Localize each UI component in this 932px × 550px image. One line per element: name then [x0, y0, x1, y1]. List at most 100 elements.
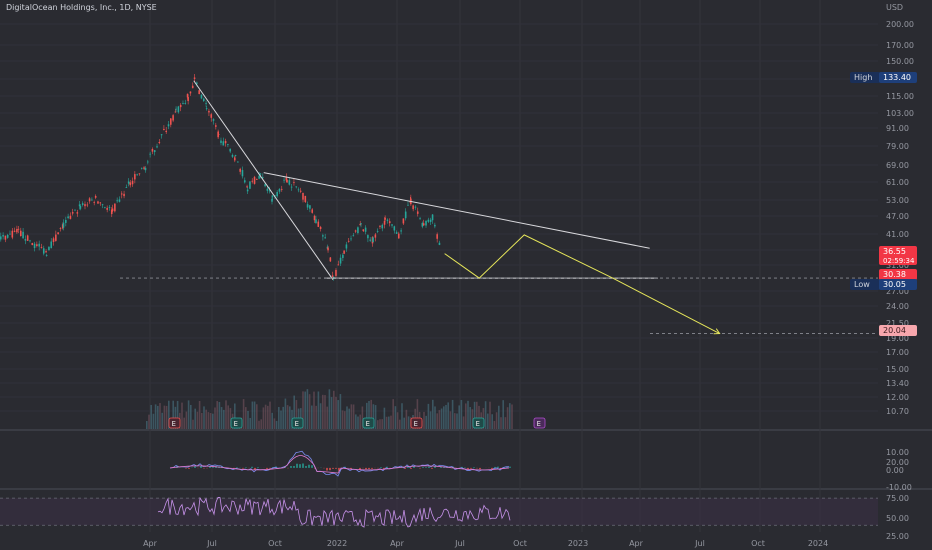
rsi-tick-label: 25.00 [886, 532, 909, 541]
price-tick-label: 21.50 [886, 319, 909, 328]
macd-histogram-bar [359, 467, 361, 470]
earnings-marker [410, 417, 423, 429]
candle-body [379, 225, 381, 227]
time-axis-label: Oct [268, 539, 282, 548]
candle-body [422, 223, 425, 226]
volume-bar [478, 405, 480, 429]
candle-body [313, 215, 316, 221]
volume-bar [370, 399, 372, 429]
volume-bar [249, 417, 251, 429]
volume-bar [456, 413, 458, 429]
macd-histogram-bar [404, 467, 406, 469]
volume-bar [379, 419, 381, 429]
candle-body [45, 255, 48, 257]
macd-histogram-bar [188, 467, 190, 469]
volume-bar [163, 405, 166, 429]
candle-body [350, 238, 352, 240]
volume-bar [284, 398, 287, 429]
volume-bar [344, 411, 346, 429]
volume-bar [181, 402, 183, 429]
macd-histogram-bar [275, 466, 277, 468]
price-tick-label: 61.00 [886, 178, 909, 187]
candle-body [391, 224, 393, 226]
volume-bar [269, 401, 271, 429]
volume-bar [467, 400, 469, 429]
candle-body [129, 182, 132, 186]
volume-bar [476, 401, 478, 429]
macd-histogram-bar [332, 467, 334, 469]
volume-bar [148, 414, 150, 429]
price-tick-label: 69.00 [886, 161, 909, 170]
candle-body [233, 157, 236, 161]
candle-body [17, 228, 20, 230]
volume-bar [346, 406, 348, 429]
candle-body [111, 208, 114, 211]
time-axis-label: Apr [143, 539, 158, 548]
candle-body [335, 269, 337, 276]
candle-body [125, 187, 128, 189]
earnings-label: E [476, 420, 480, 428]
candle-body [71, 212, 74, 214]
candle-body [347, 240, 350, 242]
volume-bar [509, 403, 511, 429]
volume-bar [372, 404, 375, 429]
target-value: 20.04 [883, 326, 906, 335]
candle-body [19, 230, 22, 237]
candle-body [48, 246, 50, 251]
volume-bar [423, 411, 425, 429]
volume-bar [407, 416, 410, 429]
candle-body [220, 140, 222, 143]
candle-body [205, 108, 208, 110]
volume-bar [333, 390, 335, 429]
volume-bar [271, 412, 273, 429]
volume-bar [454, 413, 456, 429]
candle-body [383, 220, 386, 225]
candle-body [94, 195, 97, 198]
candle-body [414, 206, 417, 208]
candle-body [138, 173, 141, 175]
volume-bar [190, 404, 192, 429]
candle-body [55, 234, 57, 241]
volume-bar [315, 405, 317, 429]
candle-body [189, 91, 192, 94]
candle-body [317, 221, 320, 227]
candle-body [342, 254, 344, 258]
volume-bar [286, 405, 289, 429]
macd-histogram-bar [245, 467, 247, 468]
price-tick-label: 31.00 [886, 261, 909, 270]
macd-histogram-bar [290, 466, 292, 468]
candle-body [299, 190, 302, 192]
candle-body [175, 108, 177, 110]
candle-body [376, 231, 379, 232]
candle-body [381, 224, 384, 229]
candle-body [400, 230, 402, 232]
macd-histogram-bar [470, 467, 472, 469]
macd-histogram-bar [194, 466, 196, 468]
volume-bar [341, 410, 344, 429]
candle-body [101, 204, 104, 206]
candle-body [386, 219, 389, 221]
candle-body [397, 233, 400, 239]
candle-body [227, 144, 229, 145]
rsi-line [157, 496, 511, 528]
candle-body [324, 237, 326, 239]
candle-body [184, 103, 187, 104]
macd-tick-label: 20.00 [886, 458, 909, 467]
volume-bar [229, 408, 232, 429]
volume-bar [159, 403, 161, 429]
volume-bar [152, 413, 155, 429]
macd-histogram-bar [461, 466, 463, 468]
candle-body [285, 176, 288, 181]
macd-histogram-bar [413, 466, 415, 468]
candle-body [215, 125, 217, 127]
candle-body [259, 173, 262, 175]
rsi-tick-label: 75.00 [886, 494, 909, 503]
candle-body [78, 204, 81, 207]
candle-body [369, 239, 372, 241]
current-countdown: 02:59:34 [883, 257, 915, 265]
candle-body [50, 241, 53, 249]
volume-bar [495, 412, 498, 429]
candle-body [76, 212, 79, 214]
